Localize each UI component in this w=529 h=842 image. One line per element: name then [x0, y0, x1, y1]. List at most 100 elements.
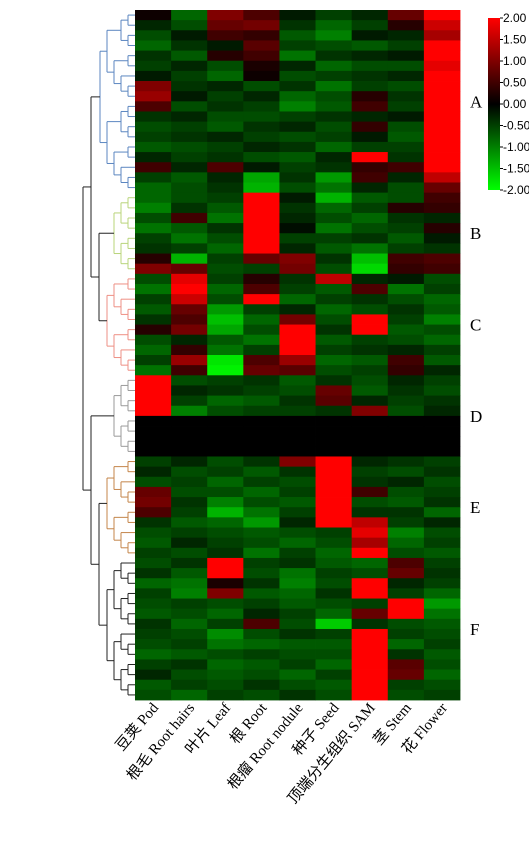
heatmap-cell — [279, 30, 316, 41]
cluster-label: E — [470, 498, 480, 517]
heatmap-cell — [315, 152, 353, 163]
heatmap-cell — [351, 304, 389, 315]
heatmap-cell — [135, 121, 172, 133]
heatmap-cell — [171, 212, 208, 224]
heatmap-cell — [207, 30, 244, 41]
heatmap-cell — [243, 263, 280, 275]
heatmap-cell — [171, 91, 208, 102]
heatmap-cell — [351, 111, 389, 123]
heatmap-cell — [387, 395, 425, 407]
heatmap-cell — [243, 223, 280, 234]
colorbar-tick-label: -0.50 — [503, 119, 529, 133]
heatmap-cell — [279, 131, 316, 143]
heatmap-cell — [243, 395, 280, 407]
heatmap-cell — [243, 385, 280, 396]
heatmap-cell — [423, 507, 461, 518]
heatmap-cell — [351, 30, 389, 41]
heatmap-cell — [279, 263, 316, 275]
heatmap-cell — [423, 669, 461, 681]
heatmap-cell — [279, 476, 316, 488]
heatmap-cell — [171, 121, 208, 133]
colorbar-tick-label: 0.00 — [503, 97, 527, 111]
heatmap-cell — [387, 294, 425, 305]
heatmap-cell — [243, 649, 280, 660]
heatmap-cell — [351, 669, 389, 681]
heatmap-cell — [171, 598, 208, 610]
heatmap-cell — [171, 355, 208, 366]
heatmap-cell — [423, 314, 461, 325]
heatmap-cell — [207, 223, 244, 234]
heatmap-cell — [135, 405, 172, 417]
heatmap-cell — [135, 294, 172, 305]
heatmap-cell — [243, 405, 280, 417]
heatmap-cell — [279, 436, 316, 447]
heatmap-cell — [243, 10, 280, 21]
heatmap-cell — [135, 50, 172, 62]
heatmap-cell — [171, 141, 208, 153]
heatmap-cell — [423, 639, 461, 650]
heatmap-cell — [279, 618, 316, 630]
heatmap-cell — [207, 375, 244, 386]
heatmap-cell — [423, 578, 461, 589]
heatmap-cell — [243, 598, 280, 610]
heatmap-cell — [279, 223, 316, 234]
heatmap-cell — [387, 507, 425, 518]
heatmap-cell — [423, 121, 461, 133]
heatmap-cell — [315, 263, 353, 275]
heatmap-cell — [243, 131, 280, 143]
heatmap-cell — [315, 294, 353, 305]
heatmap-cell — [423, 426, 461, 437]
heatmap-cell — [279, 608, 316, 620]
heatmap-cell — [171, 456, 208, 468]
heatmap-cell — [279, 588, 316, 599]
heatmap-cell — [207, 547, 244, 559]
heatmap-cell — [135, 20, 172, 31]
heatmap-cell — [207, 324, 244, 336]
heatmap-cell — [171, 344, 208, 356]
heatmap-cell — [279, 81, 316, 92]
colorbar-tick-label: 0.50 — [503, 76, 527, 90]
heatmap-cell — [315, 679, 353, 691]
heatmap-cell — [423, 141, 461, 153]
heatmap-cell — [315, 101, 353, 112]
heatmap-cell — [423, 689, 461, 701]
heatmap-cell — [243, 679, 280, 691]
heatmap-cell — [171, 40, 208, 51]
heatmap-cell — [207, 578, 244, 589]
heatmap-cell — [279, 152, 316, 163]
heatmap-cell — [135, 568, 172, 579]
heatmap-cell — [423, 517, 461, 528]
heatmap-cell — [207, 212, 244, 224]
heatmap-cell — [243, 111, 280, 123]
heatmap-cell — [351, 476, 389, 488]
heatmap-cell — [387, 659, 425, 670]
heatmap-cell — [423, 10, 461, 21]
heatmap-cell — [135, 10, 172, 21]
heatmap-cell — [207, 588, 244, 599]
heatmap-cell — [387, 415, 425, 427]
heatmap-cell — [423, 283, 461, 295]
heatmap-cell — [279, 253, 316, 265]
heatmap-cell — [351, 527, 389, 539]
heatmap-cell — [207, 537, 244, 549]
heatmap-cell — [279, 557, 316, 569]
heatmap-cell — [387, 568, 425, 579]
heatmap-cell — [135, 101, 172, 112]
heatmap-cell — [207, 628, 244, 640]
heatmap-cell — [315, 141, 353, 153]
heatmap-cell — [171, 669, 208, 681]
heatmap-cell — [279, 446, 316, 457]
heatmap-cell — [171, 639, 208, 650]
heatmap-cell — [207, 141, 244, 153]
heatmap-cell — [387, 476, 425, 488]
heatmap-cell — [351, 557, 389, 569]
heatmap-cell — [387, 608, 425, 620]
heatmap-cell — [351, 537, 389, 549]
heatmap-cell — [387, 283, 425, 295]
heatmap-cell — [243, 141, 280, 153]
heatmap-cell — [351, 243, 389, 254]
heatmap-cell — [387, 679, 425, 691]
heatmap-cell — [207, 568, 244, 579]
heatmap-cell — [279, 101, 316, 112]
heatmap-cell — [243, 588, 280, 599]
